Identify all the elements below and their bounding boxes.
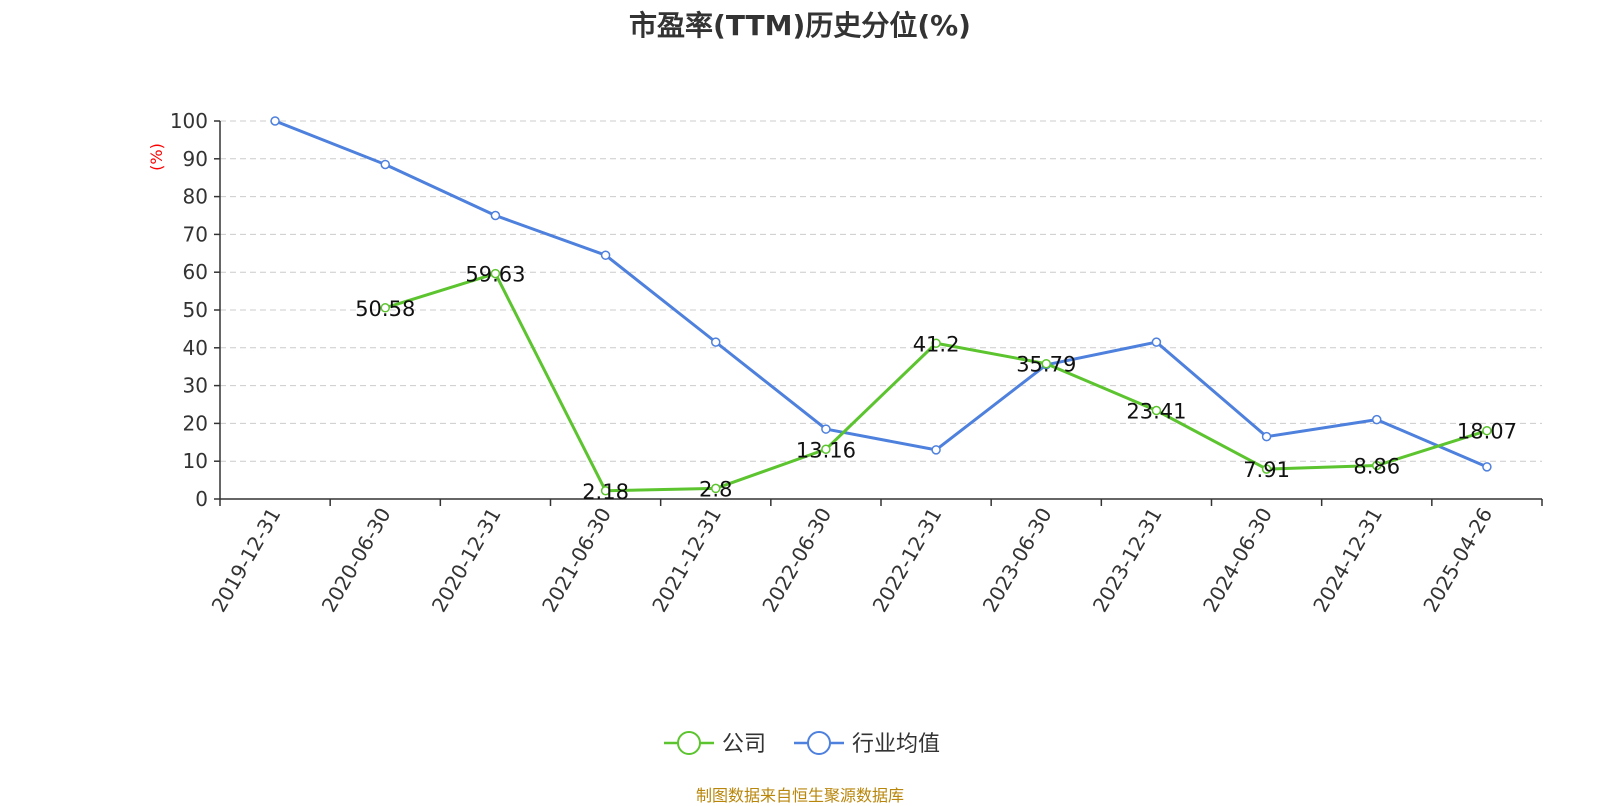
data-point (490, 268, 501, 279)
axes: 0 10 20 30 40 50 60 70 80 90 100(%) 2019-12-31 2020-… (147, 109, 1543, 617)
data-label: 59.63 (465, 263, 525, 287)
data-label: 13.16 (796, 438, 856, 462)
legend-label: 公司 (722, 732, 766, 757)
data-point (1041, 358, 1051, 369)
y-tick-label: 70 (183, 222, 208, 246)
y-tick-label: 90 (183, 147, 208, 171)
x-tick-label: 2022-06-30 (757, 504, 836, 617)
data-point (931, 445, 941, 455)
data-point (600, 250, 611, 260)
y-tick-label: 60 (183, 260, 208, 284)
data-label: 7.91 (1243, 458, 1290, 482)
data-point (1261, 464, 1272, 474)
data-point (380, 159, 390, 170)
data-point (821, 424, 831, 434)
x-tick-label: 2021-06-30 (537, 504, 616, 617)
y-tick-label: 30 (183, 374, 208, 398)
data-labels: 50.58 59.63 2.18 2.8 13.16 41.2 35.79 23.41 7.91… (355, 263, 1517, 504)
legend-marker-icon (677, 731, 701, 755)
data-point (380, 303, 390, 313)
data-point (711, 337, 721, 347)
legend-item-1[interactable]: 行业均值 (794, 731, 940, 757)
legend-item-0[interactable]: 公司 (664, 731, 766, 757)
data-point (1151, 337, 1162, 347)
data-label: 8.86 (1353, 455, 1400, 479)
data-label: 50.58 (355, 297, 415, 321)
data-point (1261, 431, 1272, 442)
y-tick-label: 80 (183, 185, 208, 209)
x-tick-label: 2023-12-31 (1088, 504, 1167, 617)
data-point (270, 116, 280, 126)
series-line-1 (274, 119, 1488, 469)
y-axis-unit: (%) (147, 143, 166, 171)
x-tick-label: 2024-06-30 (1198, 504, 1277, 617)
data-label: 2.18 (582, 480, 629, 504)
data-label: 2.8 (699, 477, 732, 501)
data-point (1151, 405, 1162, 416)
legend[interactable]: 公司 行业均值 (664, 731, 940, 757)
series-lines (270, 116, 1492, 496)
y-tick-label: 50 (183, 298, 208, 322)
data-point (821, 444, 831, 455)
data-label: 23.41 (1126, 400, 1186, 424)
data-label: 35.79 (1016, 353, 1076, 377)
data-point (1372, 460, 1382, 471)
x-tick-label: 2021-12-31 (647, 504, 726, 617)
data-point (1372, 414, 1382, 425)
y-tick-label: 0 (195, 487, 208, 511)
y-tick-label: 10 (183, 449, 208, 473)
data-source-note: 制图数据来自恒生聚源数据库 (695, 786, 904, 805)
x-tick-label: 2024-12-31 (1308, 504, 1387, 617)
x-tick-label: 2023-06-30 (978, 504, 1057, 617)
data-point (490, 210, 501, 221)
x-tick-label: 2020-12-31 (427, 504, 506, 617)
grid-lines (220, 120, 1542, 462)
x-tick-label: 2025-04-26 (1418, 504, 1497, 617)
data-point (711, 483, 721, 494)
data-point (1482, 425, 1492, 436)
data-label: 41.2 (913, 332, 960, 356)
x-tick-label: 2019-12-31 (207, 504, 286, 617)
x-tick-label: 2020-06-30 (317, 504, 396, 617)
data-label: 18.07 (1457, 420, 1517, 444)
data-point (1482, 462, 1492, 472)
chart-title: 市盈率(TTM)历史分位(%) (629, 9, 971, 42)
y-tick-label: 20 (183, 411, 208, 435)
data-point (931, 338, 941, 349)
y-tick-label: 40 (183, 336, 208, 360)
series-line-0 (384, 272, 1488, 493)
legend-marker-icon (807, 731, 831, 755)
legend-label: 行业均值 (852, 732, 940, 757)
x-tick-label: 2022-12-31 (868, 504, 947, 617)
y-tick-label: 100 (170, 109, 208, 133)
data-point (600, 486, 611, 496)
